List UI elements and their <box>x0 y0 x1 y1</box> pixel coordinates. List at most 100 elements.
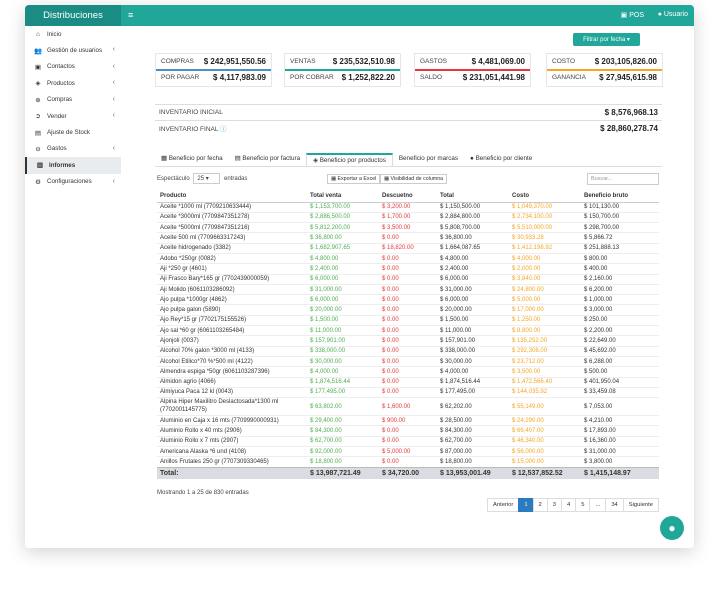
entries-control: Espectáculo 25 ▾ entradas <box>157 173 247 184</box>
chevron-left-icon: ‹ <box>112 144 115 152</box>
table-cell: $ 62,202.00 <box>437 397 509 416</box>
table-cell: Aluminio Rollo x 7 mts (2907) <box>157 435 307 447</box>
sidebar-item-vender[interactable]: ➲ Vender ‹ <box>25 108 121 124</box>
sidebar-item-informes[interactable]: ▥ Informes <box>25 157 121 174</box>
sidebar-item-gestion-de-usuarios[interactable]: 👥 Gestión de usuarios ‹ <box>25 42 121 58</box>
page-button[interactable]: 4 <box>561 498 577 512</box>
page-button[interactable]: 2 <box>532 498 548 512</box>
table-cell: $ 1,500.00 <box>437 314 509 326</box>
sidebar-item-ajuste-de-stock[interactable]: ▤ Ajuste de Stock <box>25 124 121 140</box>
tab-beneficio-por-fecha[interactable]: ▦ Beneficio por fecha <box>155 153 229 166</box>
summary-value: $ 235,532,510.98 <box>332 57 395 66</box>
chat-bubble-icon[interactable]: ● <box>660 516 684 540</box>
column-header[interactable]: Descuetno <box>379 190 437 203</box>
sidebar-item-compras[interactable]: ⊕ Compras ‹ <box>25 92 121 108</box>
column-visibility-button[interactable]: ▦ Visibilidad de columna <box>380 174 448 184</box>
summary-card-2: VENTAS $ 235,532,510.98 POR COBRAR $ 1,252,… <box>284 53 401 87</box>
table-cell: $ 338,000.00 <box>307 345 379 357</box>
column-header[interactable]: Costo <box>509 190 581 203</box>
sidebar-item-productos[interactable]: ◈ Productos ‹ <box>25 75 121 91</box>
table-cell: Aceite *5000ml (7709847351216) <box>157 222 307 233</box>
summary-row: POR COBRAR $ 1,252,822.20 <box>285 69 400 84</box>
summary-row: POR PAGAR $ 4,117,983.09 <box>156 69 271 84</box>
inventory-final-label: INVENTARIO FINAL <box>159 126 219 133</box>
page-button[interactable]: 3 <box>546 498 563 512</box>
table-row: Almidon agrio (4066) $ 1,874,516.44 $ 0.00… <box>157 376 659 388</box>
search-input[interactable]: Buscar... <box>587 173 659 185</box>
table-cell: $ 1,472,566.40 <box>509 376 581 388</box>
sidebar-item-gastos[interactable]: ⊖ Gastos ‹ <box>25 141 121 157</box>
table-cell: $ 0.00 <box>379 376 437 388</box>
tab-beneficio-por-productos[interactable]: ◈ Beneficio por productos <box>306 153 393 166</box>
summary-row: COSTO $ 203,105,826.00 <box>547 54 662 69</box>
filter-by-date-button[interactable]: Filtrar por fecha ▾ <box>573 33 640 46</box>
table-row: Aceite *5000ml (7709847351216) $ 5,812,20… <box>157 222 659 233</box>
table-cell: $ 0.00 <box>379 425 437 437</box>
tab-beneficio-por-factura[interactable]: ▤ Beneficio por factura <box>229 153 306 166</box>
user-menu[interactable]: ● Usuario <box>658 11 688 18</box>
summary-row: GASTOS $ 4,481,069.00 <box>415 54 530 69</box>
table-cell: Anillos Frutales 250 gr (7707309330465) <box>157 456 307 468</box>
table-cell: $ 45,692.00 <box>581 345 659 357</box>
table-cell: $ 3,840.00 <box>509 273 581 285</box>
page-button[interactable]: 1 <box>518 498 534 512</box>
entries-select[interactable]: 25 ▾ <box>193 173 221 184</box>
table-cell: Aceite hidrogenado (3382) <box>157 242 307 254</box>
column-header[interactable]: Total <box>437 190 509 203</box>
table-cell: $ 18,800.00 <box>307 456 379 468</box>
export-excel-button[interactable]: ▦ Exportar a Excel <box>327 174 381 184</box>
profit-by-product-table: Producto Total venta Descuetno Total Costo Be… <box>157 190 659 480</box>
column-header[interactable]: Beneficio bruto <box>581 190 659 203</box>
summary-label: POR PAGAR <box>161 74 200 81</box>
table-cell: $ 0.00 <box>379 314 437 326</box>
table-cell: $ 800.00 <box>581 252 659 264</box>
total-cell: $ 34,720.00 <box>379 466 437 480</box>
info-icon[interactable]: ⓘ <box>220 126 227 133</box>
summary-value: $ 4,117,983.09 <box>213 73 266 82</box>
sidebar-item-inicio[interactable]: ⌂ Inicio <box>25 26 121 42</box>
page-button[interactable]: Anterior <box>487 498 520 512</box>
table-cell: Ajonjolí (0037) <box>157 335 307 347</box>
summary-label: SALDO <box>420 74 443 81</box>
sidebar-item-configuraciones[interactable]: ⚙ Configuraciones ‹ <box>25 174 121 190</box>
table-cell: Ajo Rey*15 gr (7702175155526) <box>157 314 307 326</box>
menu-toggle-icon[interactable]: ≡ <box>128 10 134 20</box>
sidebar-item-contactos[interactable]: ▣ Contactos ‹ <box>25 59 121 75</box>
tab-beneficio-por-cliente[interactable]: ● Beneficio por cliente <box>464 153 538 166</box>
page-button[interactable]: Siguiente <box>622 498 659 512</box>
column-header[interactable]: Producto <box>157 190 307 203</box>
table-row: Alcohol 70% galon *3000 ml (4133) $ 338,0… <box>157 345 659 357</box>
chevron-left-icon: ‹ <box>112 177 115 185</box>
table-cell: $ 1,500.00 <box>307 314 379 326</box>
entries-info: Mostrando 1 a 25 de 830 entradas <box>157 490 249 496</box>
chevron-left-icon: ‹ <box>112 62 115 70</box>
summary-label: GASTOS <box>420 58 447 65</box>
page-button[interactable]: 34 <box>605 498 624 512</box>
table-cell: $ 24,800.00 <box>509 283 581 295</box>
brand-logo[interactable]: Distribuciones <box>25 5 121 26</box>
summary-value: $ 203,105,826.00 <box>594 57 657 66</box>
sidebar-item-label: Gestión de usuarios <box>47 47 103 55</box>
table-cell: $ 0.00 <box>379 294 437 305</box>
sidebar-item-label: Informes <box>49 161 76 169</box>
inventory-initial-value: $ 8,576,968.13 <box>604 108 658 117</box>
pos-button[interactable]: ▣ POS <box>621 11 644 19</box>
plus-circle-icon: ⊕ <box>35 96 41 104</box>
arrow-circle-icon: ➲ <box>35 113 41 121</box>
table-cell: $ 92,000.00 <box>307 446 379 457</box>
address-book-icon: ▣ <box>34 63 42 71</box>
page-button[interactable]: ... <box>589 498 607 512</box>
table-cell: Ajo pulpa galon (5890) <box>157 304 307 316</box>
table-row: Aji Frasco Bary*165 gr (7702439000059) $ … <box>157 273 659 285</box>
column-header[interactable]: Total venta <box>307 190 379 203</box>
tab-beneficio-por-marcas[interactable]: Beneficio por marcas <box>393 153 464 166</box>
page-button[interactable]: 5 <box>575 498 591 512</box>
table-row: Ajo pulpa *1000gr (4862) $ 6,000.00 $ 0.00… <box>157 294 659 305</box>
table-row: Almiyuca Paca 12 kl (0043) $ 177,495.00 $ … <box>157 386 659 398</box>
summary-value: $ 1,252,822.20 <box>341 73 395 82</box>
entries-label: entradas <box>224 176 248 182</box>
table-cell: $ 1,153,700.00 <box>307 201 379 213</box>
table-cell: $ 1,682,907.65 <box>307 242 379 254</box>
table-cell: $ 23,712.00 <box>509 355 581 367</box>
table-cell: Americana Alaska *6 und (4108) <box>157 446 307 457</box>
